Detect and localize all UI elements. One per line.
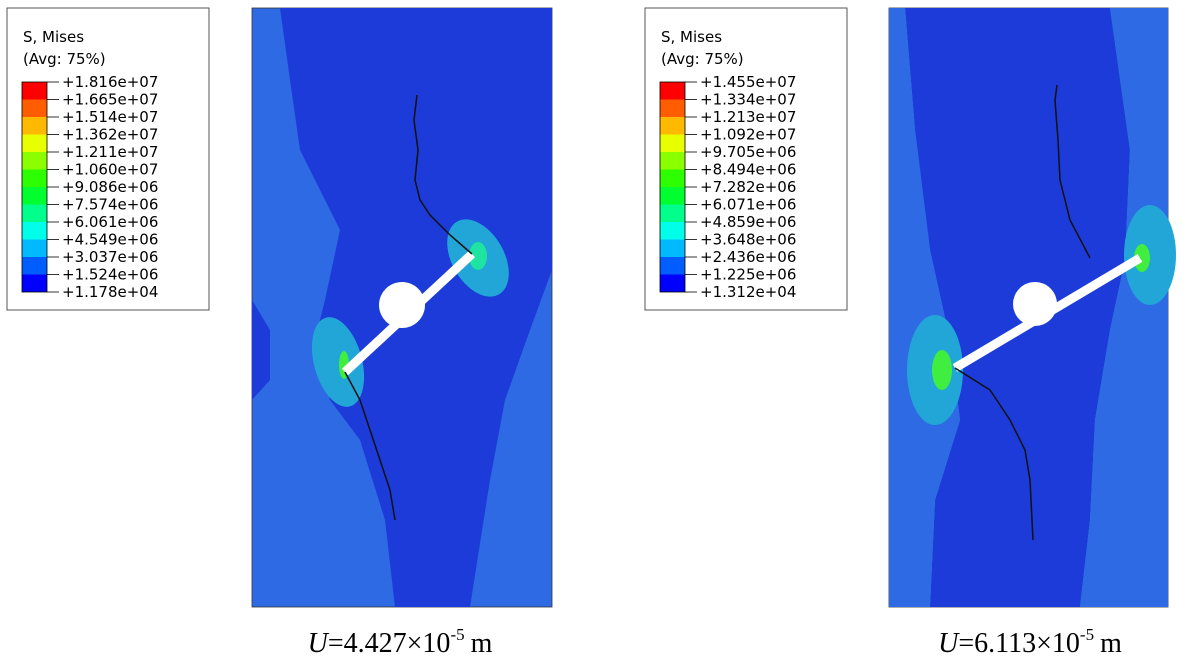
legend-label: +1.816e+07 [62, 73, 158, 91]
legend-subtitle: (Avg: 75%) [661, 50, 744, 68]
legend-swatch [22, 152, 47, 170]
legend-subtitle: (Avg: 75%) [23, 50, 106, 68]
legend-swatch [660, 152, 685, 170]
legend-label: +2.436e+06 [700, 248, 796, 266]
legend-label: +1.225e+06 [700, 266, 796, 284]
legend-swatch [660, 257, 685, 275]
caption-unit: m [471, 628, 493, 659]
legend-swatch [660, 169, 685, 187]
legend-label: +1.092e+07 [700, 126, 796, 144]
legend-label: +1.213e+07 [700, 108, 796, 126]
legend-swatch [22, 274, 47, 292]
legend-swatch [660, 117, 685, 135]
legend-label: +1.665e+07 [62, 91, 158, 109]
legend-swatch [22, 117, 47, 135]
caption: U=4.427×10-5 m [308, 625, 493, 659]
legend-label: +1.362e+07 [62, 126, 158, 144]
legend-label: +4.859e+06 [700, 213, 796, 231]
legend-swatch [660, 204, 685, 222]
legend-swatch [22, 99, 47, 117]
legend-label: +9.705e+06 [700, 143, 796, 161]
legend-label: +7.282e+06 [700, 178, 796, 196]
legend-swatch [22, 222, 47, 240]
contour-plot [888, 7, 1176, 608]
legend-label: +1.211e+07 [62, 143, 158, 161]
legend-title: S, Mises [661, 28, 722, 46]
legend-label: +1.514e+07 [62, 108, 158, 126]
caption: U=6.113×10-5 m [938, 625, 1122, 659]
legend-swatch [22, 134, 47, 152]
legend-label: +1.178e+04 [62, 283, 158, 301]
legend-swatch [660, 222, 685, 240]
legend-swatch [660, 239, 685, 257]
legend-label: +1.312e+04 [700, 283, 796, 301]
caption-variable: U [308, 628, 330, 659]
legend-label: +8.494e+06 [700, 161, 796, 179]
legend: S, Mises(Avg: 75%)+1.816e+07+1.665e+07+1… [6, 7, 210, 311]
legend-label: +6.061e+06 [62, 213, 158, 231]
legend-label: +6.071e+06 [700, 196, 796, 214]
legend-label: +3.037e+06 [62, 248, 158, 266]
legend-swatch [22, 187, 47, 205]
legend-label: +1.524e+06 [62, 266, 158, 284]
legend-swatch [660, 82, 685, 100]
caption-value: =6.113×10 [958, 628, 1080, 659]
legend-label: +7.574e+06 [62, 196, 158, 214]
caption-variable: U [938, 628, 960, 659]
legend-swatch [22, 169, 47, 187]
legend-swatch [22, 204, 47, 222]
legend: S, Mises(Avg: 75%)+1.455e+07+1.334e+07+1… [644, 7, 848, 311]
legend-swatch [660, 274, 685, 292]
legend-swatch [660, 134, 685, 152]
legend-swatch [660, 99, 685, 117]
caption-value: =4.427×10 [328, 628, 451, 659]
legend-label: +3.648e+06 [700, 231, 796, 249]
legend-swatch [22, 257, 47, 275]
legend-label: +4.549e+06 [62, 231, 158, 249]
legend-swatch [22, 239, 47, 257]
legend-swatch [22, 82, 47, 100]
legend-label: +1.455e+07 [700, 73, 796, 91]
caption-exponent: -5 [450, 625, 464, 644]
legend-swatch [660, 187, 685, 205]
legend-label: +9.086e+06 [62, 178, 158, 196]
legend-label: +1.334e+07 [700, 91, 796, 109]
legend-title: S, Mises [23, 28, 84, 46]
caption-exponent: -5 [1080, 625, 1094, 644]
legend-label: +1.060e+07 [62, 161, 158, 179]
caption-unit: m [1100, 628, 1122, 659]
contour-plot [251, 7, 553, 608]
